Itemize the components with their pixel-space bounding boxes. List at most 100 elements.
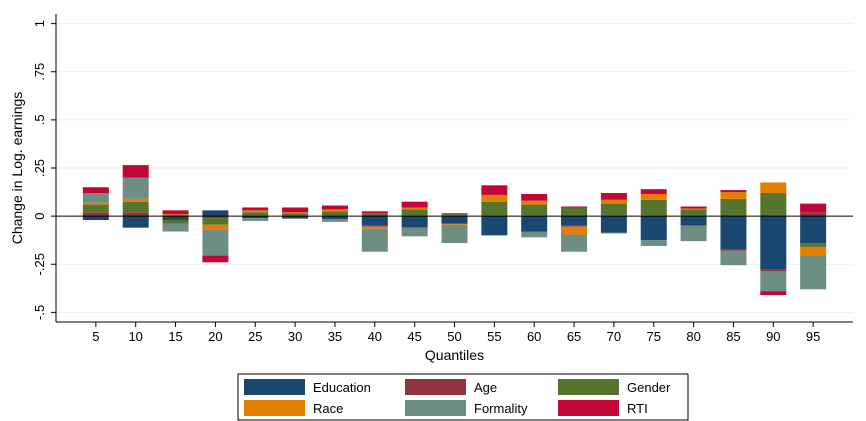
bar-rti-45 [401,201,428,208]
bar-race-30 [282,212,309,214]
bar-race-65 [561,226,588,235]
bar-education-30 [282,216,309,219]
bar-formality-25 [242,218,269,221]
bar-education-85 [720,216,747,250]
legend-swatch-formality [405,400,466,416]
bar-rti-65 [561,206,588,208]
bar-rti-75 [640,189,667,194]
legend-label-formality: Formality [474,401,528,416]
bar-gender-40 [361,213,388,217]
bar-race-55 [481,194,508,202]
bar-rti-25 [242,207,269,211]
bar-gender-10 [122,201,149,213]
bar-race-35 [321,209,348,212]
bar-education-55 [481,216,508,236]
bar-education-60 [521,216,548,232]
bar-rti-95 [800,203,827,213]
legend-swatch-education [244,379,305,395]
x-tick-label: 70 [607,329,621,344]
bar-age-95 [800,212,827,217]
bar-education-75 [640,216,667,241]
bar-education-40 [361,216,388,226]
bar-gender-20 [202,218,229,225]
bar-gender-50 [441,214,468,216]
bar-formality-90 [760,270,787,292]
bar-gender-85 [720,198,747,217]
legend-label-gender: Gender [627,380,671,395]
bar-race-85 [720,192,747,199]
bar-race-45 [401,207,428,210]
y-tick-label: .25 [32,159,47,177]
legend-swatch-gender [558,379,619,395]
bar-formality-10 [122,177,149,199]
bar-formality-15 [162,223,189,232]
bar-formality-50 [441,224,468,244]
bar-rti-35 [321,205,348,210]
legend-swatch-rti [558,400,619,416]
x-tick-label: 65 [567,329,581,344]
bar-race-75 [640,193,667,200]
bar-formality-40 [361,228,388,252]
bar-education-50 [441,216,468,224]
bar-formality-95 [800,255,827,290]
legend-label-education: Education [313,380,371,395]
y-tick-label: .75 [32,63,47,81]
x-tick-label: 60 [527,329,541,344]
bar-age-40 [361,225,388,227]
bar-age-85 [720,249,747,251]
bar-age-90 [760,269,787,271]
bar-rti-70 [600,193,627,200]
bar-education-20 [202,210,229,217]
bar-gender-30 [282,213,309,216]
bar-gender-35 [321,211,348,216]
bar-gender-5 [82,204,109,213]
bar-rti-50 [441,213,468,215]
bar-gender-90 [760,193,787,217]
bar-gender-25 [242,212,269,216]
bar-formality-60 [521,231,548,238]
bar-formality-30 [282,218,309,220]
bar-formality-20 [202,229,229,256]
bar-race-5 [82,202,109,205]
x-tick-label: 75 [647,329,661,344]
bar-education-45 [401,216,428,228]
bar-gender-60 [521,204,548,216]
x-tick-label: 10 [128,329,142,344]
legend-swatch-age [405,379,466,395]
bar-gender-80 [680,209,707,216]
bar-formality-70 [600,232,627,234]
bar-formality-45 [401,227,428,237]
bar-race-90 [760,182,787,194]
x-tick-label: 40 [368,329,382,344]
x-tick-label: 35 [328,329,342,344]
bar-rti-10 [122,165,149,178]
legend-label-rti: RTI [627,401,648,416]
bar-gender-65 [561,207,588,217]
bar-race-95 [800,246,827,256]
legend-label-race: Race [313,401,343,416]
bar-race-70 [600,199,627,204]
gridlines [56,23,853,313]
bar-gender-75 [640,199,667,216]
bar-gender-15 [162,219,189,224]
bar-age-10 [122,212,149,217]
bar-age-65 [561,225,588,227]
bar-rti-15 [162,210,189,215]
x-tick-label: 90 [766,329,780,344]
x-tick-label: 50 [447,329,461,344]
y-tick-label: -.25 [32,253,47,275]
bar-education-65 [561,216,588,226]
bar-gender-70 [600,203,627,216]
y-tick-label: -.5 [32,305,47,320]
bar-education-35 [321,216,348,220]
y-axis-title: Change in Log. earnings [9,92,25,245]
bar-age-5 [82,212,109,217]
x-tick-label: 80 [686,329,700,344]
bar-formality-75 [640,240,667,246]
x-tick-label: 55 [487,329,501,344]
bar-rti-60 [521,193,548,201]
bar-gender-55 [481,201,508,216]
x-tick-label: 5 [92,329,99,344]
legend: Education Age Gender Race Formality RTI [237,373,689,421]
